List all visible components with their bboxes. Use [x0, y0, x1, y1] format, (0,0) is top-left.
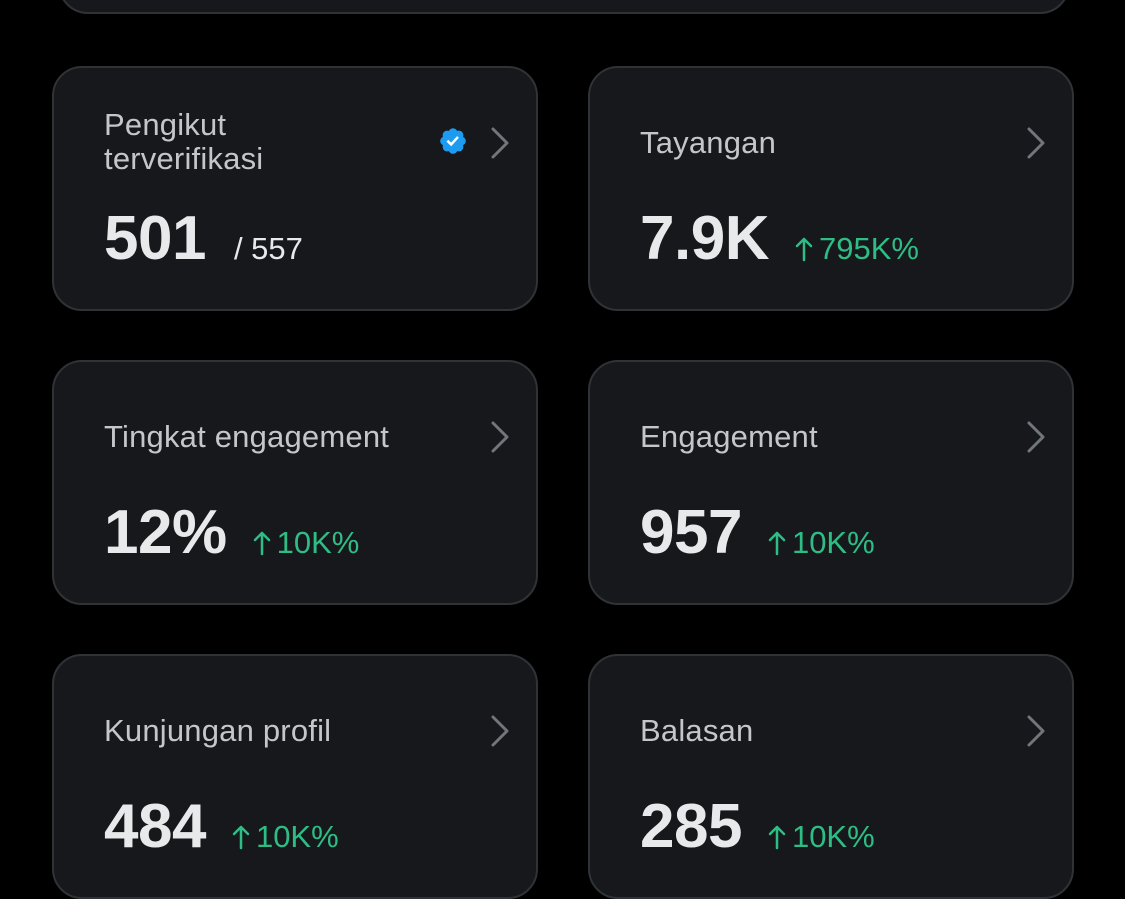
stat-value-row: 957 10K% — [640, 500, 875, 566]
stat-delta-text: 10K% — [791, 819, 875, 854]
stat-label: Engagement — [640, 419, 818, 454]
stat-value-row: 12% 10K% — [104, 500, 359, 566]
stat-delta-text: 10K% — [791, 525, 875, 560]
stat-label: Tayangan — [640, 125, 777, 160]
stat-value-row: 501 / 557 — [104, 206, 303, 272]
stat-value-row: 285 10K% — [640, 794, 875, 860]
chevron-right-icon[interactable] — [490, 126, 510, 160]
arrow-up-icon — [768, 822, 786, 850]
stat-card-engagement-rate[interactable]: Tingkat engagement 12% 10K% — [52, 360, 538, 605]
chevron-right-icon[interactable] — [490, 420, 510, 454]
arrow-up-icon — [232, 822, 250, 850]
verified-badge-icon — [438, 126, 468, 156]
stat-label: Kunjungan profil — [104, 713, 332, 748]
stat-value: 7.9K — [640, 204, 769, 273]
previous-card-partial — [58, 0, 1070, 14]
stat-delta: 795K% — [795, 231, 919, 267]
stat-delta: 10K% — [768, 819, 875, 855]
stat-value: 957 — [640, 498, 742, 567]
stat-value-row: 7.9K 795K% — [640, 206, 919, 272]
arrow-up-icon — [253, 528, 271, 556]
stat-value-row: 484 10K% — [104, 794, 339, 860]
arrow-up-icon — [795, 234, 813, 262]
stat-label: Tingkat engagement — [104, 419, 390, 454]
stat-value: 12% — [104, 498, 227, 567]
arrow-up-icon — [768, 528, 786, 556]
stat-delta-text: 10K% — [276, 525, 360, 560]
chevron-right-icon[interactable] — [1026, 420, 1046, 454]
stat-delta: 10K% — [232, 819, 339, 855]
stat-label: Pengikut terverifikasi — [104, 107, 264, 176]
stat-card-engagements[interactable]: Engagement 957 10K% — [588, 360, 1074, 605]
stat-value: 285 — [640, 792, 742, 861]
chevron-right-icon[interactable] — [490, 714, 510, 748]
stat-total: / 557 — [233, 231, 303, 266]
stat-delta: 10K% — [253, 525, 360, 561]
stat-delta-text: 10K% — [255, 819, 339, 854]
stat-card-impressions[interactable]: Tayangan 7.9K 795K% — [588, 66, 1074, 311]
stat-value: 501 — [104, 204, 206, 273]
chevron-right-icon[interactable] — [1026, 126, 1046, 160]
chevron-right-icon[interactable] — [1026, 714, 1046, 748]
stat-delta-text: 795K% — [818, 231, 919, 266]
stat-label: Balasan — [640, 713, 754, 748]
stat-value: 484 — [104, 792, 206, 861]
stat-card-verified-followers[interactable]: Pengikut terverifikasi 501 / 557 — [52, 66, 538, 311]
stat-card-profile-visits[interactable]: Kunjungan profil 484 10K% — [52, 654, 538, 899]
stat-delta: 10K% — [768, 525, 875, 561]
stat-card-replies[interactable]: Balasan 285 10K% — [588, 654, 1074, 899]
